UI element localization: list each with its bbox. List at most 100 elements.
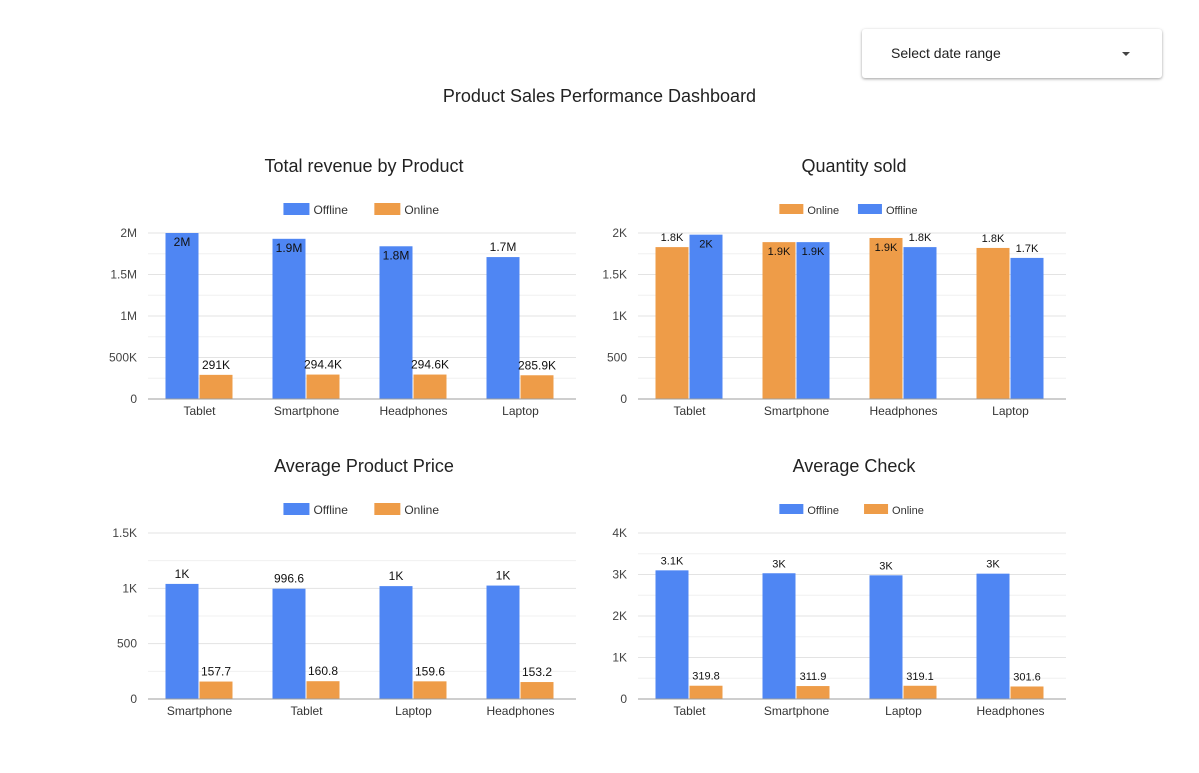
- bar-offline-smartphone: [796, 242, 830, 399]
- bar-online-headphones: [869, 237, 903, 399]
- x-tick-label: Tablet: [183, 404, 216, 418]
- data-label: 3.1K: [661, 555, 684, 567]
- data-label: 1K: [496, 569, 511, 583]
- chart-bars: [165, 583, 554, 699]
- y-tick-label: 1K: [122, 581, 137, 595]
- y-tick-label: 1M: [120, 309, 137, 323]
- y-tick-label: 0: [130, 392, 137, 406]
- legend-swatch-online: [779, 204, 804, 214]
- x-tick-label: Headphones: [486, 704, 554, 718]
- data-label: 157.7: [201, 665, 231, 679]
- x-tick-label: Smartphone: [764, 704, 830, 718]
- y-axis: 0 500 1K 1.5K 2K: [602, 226, 627, 406]
- bar-offline-laptop: [869, 575, 903, 699]
- page-title: Product Sales Performance Dashboard: [442, 86, 757, 106]
- bar-offline-headphones: [379, 246, 413, 399]
- legend-label-online: Online: [807, 205, 839, 217]
- y-tick-label: 3K: [612, 568, 627, 582]
- data-labels: 3.1K 319.8 3K 311.9 3K 319.1 3K 301.6: [661, 555, 1041, 683]
- bar-online-headphones: [1010, 686, 1044, 699]
- bar-online-smartphone: [306, 374, 340, 399]
- revenue-by-product-chart: Total revenue by Product Offline Online 0 50…: [109, 156, 576, 418]
- chart-legend: Online Offline: [779, 204, 918, 217]
- data-label: 3K: [772, 558, 786, 570]
- y-tick-label: 2K: [612, 226, 627, 240]
- chart-legend: Offline Online: [283, 203, 439, 217]
- data-label: 1.8M: [383, 248, 410, 262]
- bar-offline-smartphone: [165, 583, 199, 699]
- data-label: 1.9K: [802, 246, 825, 258]
- data-label: 319.1: [906, 671, 934, 683]
- x-tick-label: Tablet: [673, 404, 706, 418]
- legend-swatch-online: [864, 504, 889, 514]
- data-label: 2M: [174, 235, 191, 249]
- chart-title: Total revenue by Product: [264, 156, 463, 176]
- y-tick-label: 1.5K: [112, 526, 137, 540]
- x-tick-label: Tablet: [290, 704, 323, 718]
- data-label: 1K: [175, 567, 190, 581]
- y-axis: 0 1K 2K 3K 4K: [612, 526, 627, 706]
- x-tick-label: Smartphone: [764, 404, 830, 418]
- chart-title: Quantity sold: [801, 156, 906, 176]
- chart-gridlines: [148, 232, 576, 379]
- legend-swatch-offline: [283, 503, 310, 515]
- data-label: 291K: [202, 358, 230, 372]
- x-tick-label: Headphones: [379, 404, 447, 418]
- bar-offline-smartphone: [272, 238, 306, 399]
- bar-offline-laptop: [379, 586, 413, 699]
- data-label: 160.8: [308, 664, 338, 678]
- bar-online-smartphone: [762, 242, 796, 399]
- x-tick-label: Laptop: [885, 704, 922, 718]
- y-tick-label: 500K: [109, 351, 137, 365]
- y-tick-label: 0: [620, 692, 627, 706]
- caret-down-icon: [1122, 52, 1130, 56]
- legend-label-online: Online: [404, 203, 439, 217]
- data-label: 1K: [389, 569, 404, 583]
- chart-bars: [655, 234, 1044, 399]
- data-label: 1.8K: [909, 232, 932, 244]
- y-tick-label: 1K: [612, 309, 627, 323]
- chart-title: Average Check: [793, 456, 917, 476]
- data-label: 1.7M: [490, 240, 517, 254]
- bar-offline-tablet: [689, 234, 723, 399]
- date-range-select[interactable]: Select date range: [862, 29, 1162, 78]
- data-label: 294.4K: [304, 358, 342, 372]
- date-range-select-label: Select date range: [891, 45, 1001, 61]
- y-tick-label: 0: [620, 392, 627, 406]
- x-tick-label: Headphones: [869, 404, 937, 418]
- data-label: 1.9K: [875, 242, 898, 254]
- data-label: 1.9K: [768, 246, 791, 258]
- legend-swatch-offline: [857, 204, 882, 214]
- bar-offline-tablet: [272, 588, 306, 699]
- x-tick-label: Laptop: [992, 404, 1029, 418]
- data-label: 311.9: [800, 671, 827, 683]
- chart-bars: [655, 570, 1044, 699]
- data-label: 159.6: [415, 664, 445, 678]
- data-label: 301.6: [1013, 671, 1041, 683]
- bar-online-tablet: [199, 374, 233, 399]
- y-axis: 0 500K 1M 1.5M 2M: [109, 226, 137, 406]
- y-tick-label: 0: [130, 692, 137, 706]
- x-tick-label: Smartphone: [274, 404, 340, 418]
- bar-offline-laptop: [486, 257, 520, 399]
- data-label: 319.8: [692, 671, 720, 683]
- y-tick-label: 1.5K: [602, 268, 627, 282]
- y-axis: 0 500 1K 1.5K: [112, 526, 137, 706]
- legend-label-offline: Offline: [807, 505, 839, 517]
- data-label: 996.6: [274, 572, 304, 586]
- legend-label-offline: Offline: [313, 503, 348, 517]
- legend-label-offline: Offline: [886, 205, 918, 217]
- legend-swatch-online: [374, 203, 401, 215]
- bar-offline-tablet: [165, 233, 199, 399]
- data-label: 2K: [699, 239, 713, 251]
- x-tick-label: Smartphone: [167, 704, 233, 718]
- legend-swatch-offline: [779, 504, 804, 514]
- bar-online-laptop: [976, 247, 1010, 399]
- data-labels: 1.8K 2K 1.9K 1.9K 1.9K 1.8K 1.8K 1.7K: [661, 232, 1039, 258]
- bar-offline-headphones: [976, 573, 1010, 699]
- data-label: 1.8K: [661, 232, 684, 244]
- bar-online-smartphone: [796, 686, 830, 699]
- chart-legend: Offline Online: [283, 503, 439, 517]
